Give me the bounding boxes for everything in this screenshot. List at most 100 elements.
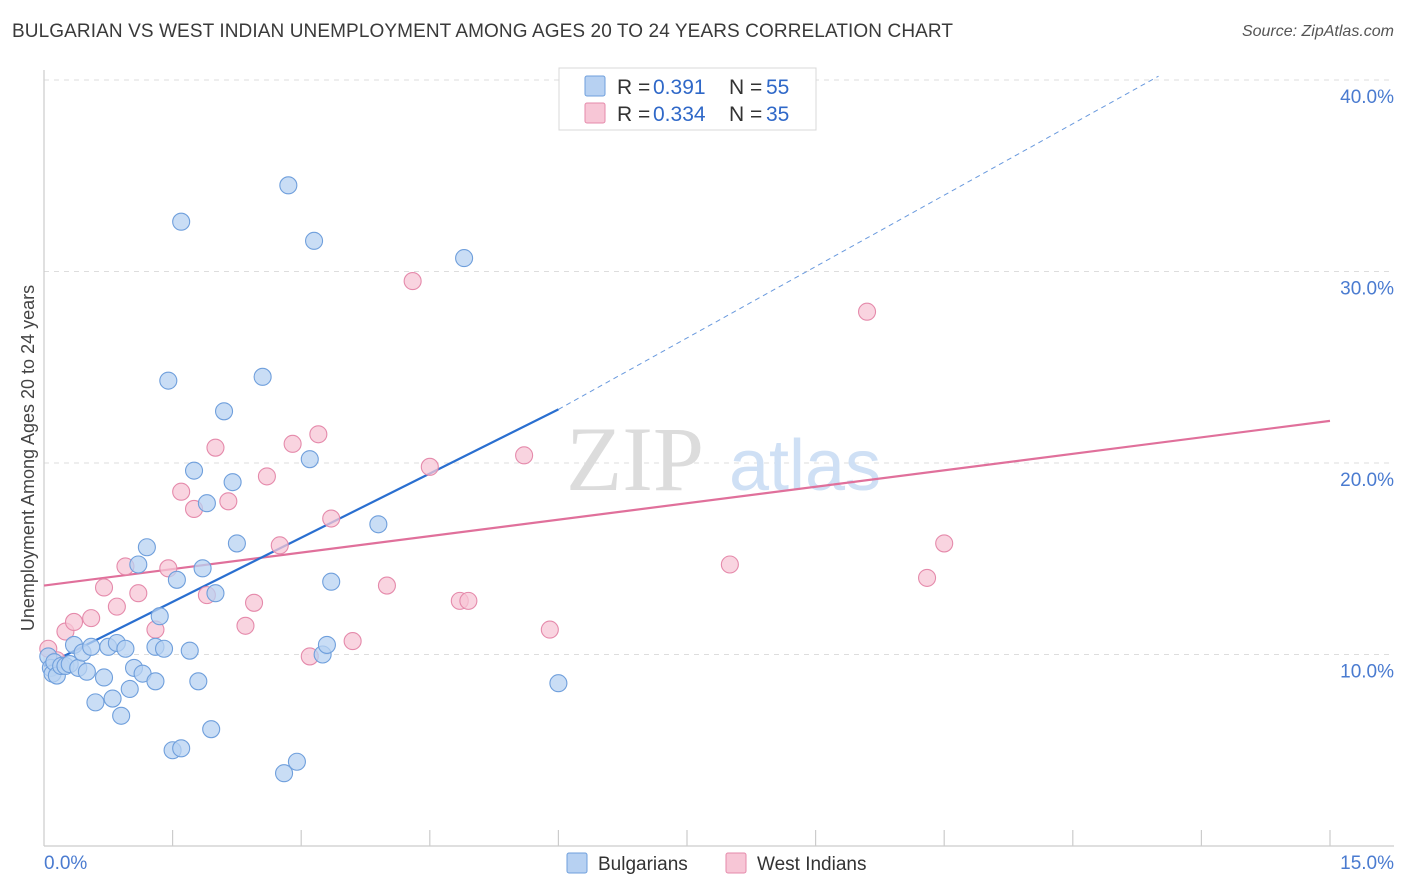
legend-swatch-bulgarians bbox=[584, 75, 606, 97]
bulgarians-point bbox=[206, 584, 225, 603]
west-indians-point bbox=[107, 597, 126, 616]
bulgarians-point bbox=[214, 402, 234, 421]
bulgarians-point bbox=[184, 461, 204, 480]
legend-n-label: N = bbox=[729, 103, 762, 126]
bulgarians-point bbox=[77, 662, 96, 681]
bulgarians-point bbox=[137, 538, 156, 557]
west-indians-point bbox=[270, 536, 289, 555]
bulgarians-point bbox=[197, 494, 216, 513]
west-indians-point bbox=[64, 612, 84, 631]
y-tick-label: 10.0% bbox=[1340, 662, 1394, 683]
x-tick-label-min: 0.0% bbox=[44, 853, 87, 874]
bulgarians-point bbox=[549, 674, 568, 693]
legend-r-label: R = bbox=[617, 103, 650, 126]
west-indians-point bbox=[540, 620, 559, 639]
watermark-atlas: atlas bbox=[729, 426, 881, 506]
west-indians-point bbox=[172, 482, 191, 501]
bulgarians-point bbox=[223, 473, 242, 492]
series-legend: Bulgarians West Indians bbox=[566, 852, 866, 875]
bulgarians-point bbox=[180, 641, 199, 660]
legend-n-value: 55 bbox=[766, 76, 789, 99]
bulgarians-point bbox=[120, 679, 139, 699]
west-indians-point bbox=[129, 584, 148, 603]
bulgarians-point bbox=[103, 689, 122, 708]
bulgarians-point bbox=[116, 639, 135, 658]
bulgarians-point bbox=[150, 607, 169, 626]
bulgarians-trend-extension bbox=[558, 75, 1159, 410]
bulgarians-point bbox=[279, 176, 298, 195]
legend-swatch-west-indians bbox=[584, 102, 606, 124]
bulgarians-point bbox=[146, 672, 165, 691]
legend-label-bulgarians: Bulgarians bbox=[598, 854, 688, 875]
bulgarians-point bbox=[317, 635, 336, 654]
west-indians-point bbox=[720, 555, 739, 574]
y-tick-labels: 10.0% 20.0% 30.0% 40.0% bbox=[1340, 87, 1394, 683]
bulgarians-point bbox=[172, 212, 191, 231]
bulgarians-points bbox=[39, 176, 568, 783]
x-tick-label-max: 15.0% bbox=[1340, 853, 1394, 874]
legend-n-label: N = bbox=[729, 76, 762, 99]
bulgarians-point bbox=[287, 752, 306, 771]
watermark: ZIP atlas bbox=[566, 408, 881, 510]
west-indians-point bbox=[935, 534, 954, 553]
bulgarians-point bbox=[322, 572, 341, 591]
x-tick-labels: 0.0% 15.0% bbox=[44, 853, 1394, 874]
bulgarians-point bbox=[300, 450, 319, 469]
west-indians-point bbox=[918, 568, 937, 587]
bulgarians-trend-line bbox=[43, 408, 559, 667]
bulgarians-point bbox=[167, 570, 186, 589]
west-indians-points bbox=[39, 272, 954, 670]
bulgarians-point bbox=[275, 764, 294, 783]
west-indians-point bbox=[219, 492, 238, 511]
bulgarians-point bbox=[189, 672, 208, 691]
stats-legend: R = 0.391 N = 55 R = 0.334 N = 35 bbox=[558, 67, 817, 131]
bulgarians-point bbox=[202, 720, 221, 739]
west-indians-point bbox=[206, 438, 225, 457]
bulgarians-point bbox=[94, 668, 114, 687]
west-indians-point bbox=[257, 467, 276, 486]
x-ticks bbox=[172, 830, 1331, 846]
y-tick-label: 40.0% bbox=[1340, 87, 1394, 108]
y-tick-label: 30.0% bbox=[1340, 279, 1394, 300]
legend-r-value: 0.334 bbox=[653, 103, 706, 126]
legend-r-value: 0.391 bbox=[653, 76, 706, 99]
west-indians-point bbox=[403, 272, 422, 291]
west-indians-point bbox=[377, 576, 396, 595]
west-indians-point bbox=[459, 591, 478, 610]
bulgarians-point bbox=[82, 637, 101, 656]
bulgarians-point bbox=[227, 534, 246, 553]
axes bbox=[43, 70, 1394, 847]
west-indians-point bbox=[343, 632, 362, 651]
bulgarians-point bbox=[305, 231, 324, 250]
grid bbox=[44, 79, 1394, 655]
bulgarians-point bbox=[253, 367, 272, 386]
bulgarians-point bbox=[86, 693, 105, 712]
watermark-zip: ZIP bbox=[566, 408, 704, 510]
bulgarians-point bbox=[369, 515, 388, 534]
west-indians-point bbox=[244, 593, 264, 612]
west-indians-point bbox=[857, 302, 877, 321]
bulgarians-point bbox=[112, 706, 131, 725]
west-indians-point bbox=[420, 457, 439, 476]
bulgarians-point bbox=[172, 739, 191, 758]
legend-swatch-bulgarians bbox=[566, 852, 588, 874]
bulgarians-point bbox=[154, 639, 174, 658]
y-tick-label: 20.0% bbox=[1340, 470, 1394, 491]
y-axis-title: Unemployment Among Ages 20 to 24 years bbox=[18, 285, 38, 631]
west-indians-point bbox=[94, 578, 114, 597]
west-indians-point bbox=[309, 425, 328, 444]
west-indians-point bbox=[82, 609, 101, 628]
bulgarians-point bbox=[455, 249, 474, 268]
chart-title: BULGARIAN VS WEST INDIAN UNEMPLOYMENT AM… bbox=[12, 21, 954, 42]
trend-lines bbox=[43, 75, 1331, 667]
legend-label-west-indians: West Indians bbox=[757, 854, 866, 875]
west-indians-point bbox=[515, 446, 534, 465]
west-indians-point bbox=[283, 434, 302, 453]
bulgarians-point bbox=[193, 559, 212, 578]
west-indians-point bbox=[322, 509, 341, 528]
west-indians-point bbox=[236, 616, 255, 635]
bulgarians-point bbox=[129, 555, 148, 574]
source-credit: Source: ZipAtlas.com bbox=[1241, 23, 1394, 40]
bulgarians-point bbox=[159, 371, 178, 390]
